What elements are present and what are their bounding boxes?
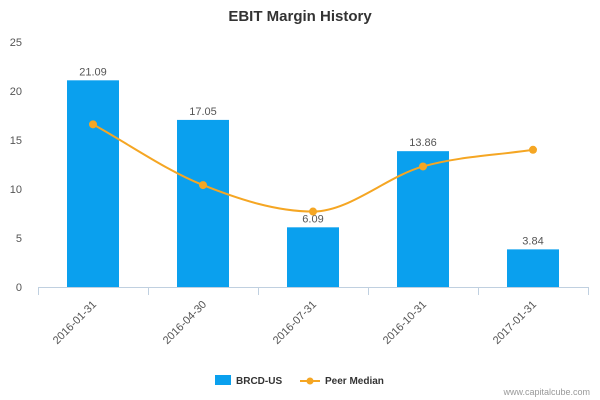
peer-median-point[interactable] bbox=[309, 207, 317, 216]
y-tick-label: 10 bbox=[10, 184, 22, 196]
legend-label-peer-median[interactable]: Peer Median bbox=[325, 376, 384, 387]
bar[interactable] bbox=[67, 80, 119, 288]
x-tick-label: 2016-04-30 bbox=[161, 299, 209, 347]
bar[interactable] bbox=[177, 119, 229, 287]
y-tick-label: 20 bbox=[10, 86, 22, 98]
x-axis: 2016-01-31 2016-04-30 2016-07-31 2016-10-31… bbox=[38, 287, 589, 347]
chart-title: EBIT Margin History bbox=[228, 8, 372, 25]
x-tick-label: 2016-07-31 bbox=[271, 299, 319, 347]
peer-median-point[interactable] bbox=[89, 120, 97, 129]
peer-median-point[interactable] bbox=[419, 162, 427, 171]
y-tick-label: 25 bbox=[10, 37, 22, 49]
bar-series: 21.09 17.05 6.09 13.86 3.84 bbox=[67, 66, 559, 288]
bar-data-label: 21.09 bbox=[79, 66, 107, 78]
bar-data-label: 6.09 bbox=[302, 213, 323, 225]
line-series bbox=[89, 120, 537, 216]
x-tick-label: 2017-01-31 bbox=[491, 299, 539, 347]
peer-median-line bbox=[92, 123, 534, 213]
bar-data-label: 17.05 bbox=[189, 106, 217, 118]
bar[interactable] bbox=[287, 227, 339, 287]
x-tick-label: 2016-01-31 bbox=[51, 299, 99, 347]
legend: BRCD-US Peer Median bbox=[215, 375, 384, 387]
x-tick-label: 2016-10-31 bbox=[381, 299, 429, 347]
legend-swatch-peer-median-marker bbox=[306, 377, 314, 385]
bar[interactable] bbox=[397, 151, 449, 287]
y-tick-label: 15 bbox=[10, 135, 22, 147]
y-tick-label: 5 bbox=[16, 233, 22, 245]
legend-label-brcd-us[interactable]: BRCD-US bbox=[236, 376, 282, 387]
bar-data-label: 13.86 bbox=[409, 137, 437, 149]
peer-median-point[interactable] bbox=[529, 145, 537, 154]
bar[interactable] bbox=[507, 249, 559, 287]
y-axis: 0 5 10 15 20 25 bbox=[10, 37, 22, 294]
credit-text[interactable]: www.capitalcube.com bbox=[502, 387, 590, 397]
peer-median-point[interactable] bbox=[199, 181, 207, 190]
legend-swatch-brcd-us bbox=[215, 375, 231, 385]
y-tick-label: 0 bbox=[16, 282, 22, 294]
bar-data-label: 3.84 bbox=[522, 235, 543, 247]
